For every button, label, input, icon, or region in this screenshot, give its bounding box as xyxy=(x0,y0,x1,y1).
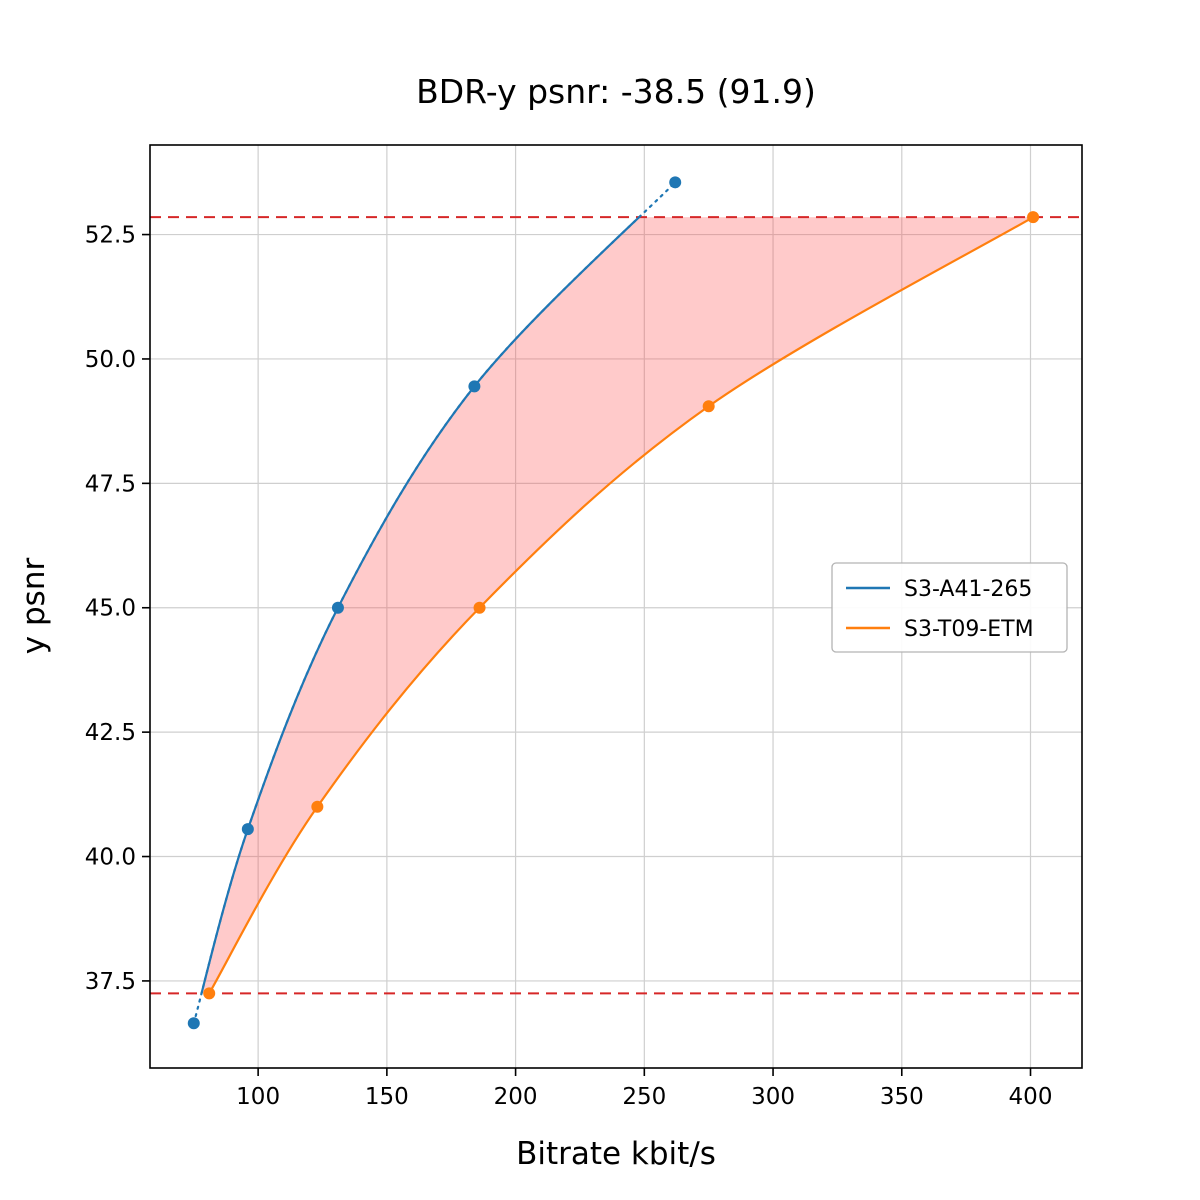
data-point-S3-A41-265 xyxy=(187,1017,200,1030)
x-tick-label: 300 xyxy=(751,1084,795,1110)
y-tick-label: 45.0 xyxy=(85,596,136,622)
y-tick-label: 47.5 xyxy=(85,471,136,497)
data-point-S3-T09-ETM xyxy=(203,987,216,1000)
x-tick-label: 250 xyxy=(622,1084,666,1110)
data-point-S3-A41-265 xyxy=(331,601,344,614)
x-tick-label: 200 xyxy=(494,1084,538,1110)
y-tick-label: 50.0 xyxy=(85,347,136,373)
x-tick-label: 350 xyxy=(880,1084,924,1110)
data-point-S3-T09-ETM xyxy=(311,800,324,813)
y-tick-label: 37.5 xyxy=(85,969,136,995)
series-curve-S3-A41-265 xyxy=(200,217,641,994)
y-tick-label: 52.5 xyxy=(85,223,136,249)
y-axis-label: y psnr xyxy=(16,557,52,655)
legend-label: S3-A41-265 xyxy=(904,577,1032,602)
chart-title: BDR-y psnr: -38.5 (91.9) xyxy=(416,72,816,111)
y-tick-label: 40.0 xyxy=(85,845,136,871)
data-point-S3-T09-ETM xyxy=(473,601,486,614)
data-point-S3-T09-ETM xyxy=(702,400,715,413)
x-axis-label: Bitrate kbit/s xyxy=(516,1136,716,1172)
series-curve-S3-T09-ETM xyxy=(208,216,1034,994)
legend-box xyxy=(831,562,1068,653)
data-point-S3-T09-ETM xyxy=(1027,211,1040,224)
x-tick-label: 400 xyxy=(1009,1084,1053,1110)
data-point-S3-A41-265 xyxy=(669,176,682,189)
x-tick-label: 100 xyxy=(236,1084,280,1110)
x-tick-label: 150 xyxy=(365,1084,409,1110)
y-tick-label: 42.5 xyxy=(85,720,136,746)
data-point-S3-A41-265 xyxy=(241,823,254,836)
data-point-S3-A41-265 xyxy=(468,380,481,393)
plot-frame xyxy=(149,144,1083,1069)
legend-label: S3-T09-ETM xyxy=(904,617,1034,642)
bd-rate-shaded-region xyxy=(201,217,1034,994)
